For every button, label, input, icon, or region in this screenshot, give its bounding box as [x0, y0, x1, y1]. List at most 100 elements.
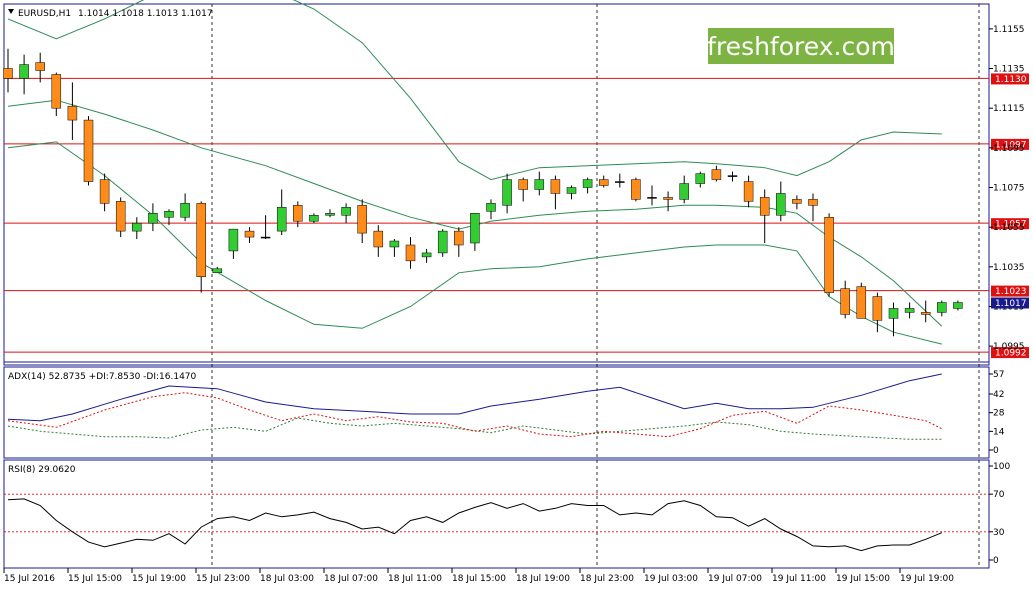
time-tick-label: 19 Jul 07:00: [708, 574, 762, 584]
current-price-label: 1.1017: [995, 299, 1027, 309]
candle-body: [51, 74, 62, 109]
candle: [293, 201, 303, 228]
candle-body: [180, 203, 190, 218]
adx-label: ADX(14) 52.8735 +DI:7.8530 -DI:16.1470: [8, 372, 197, 382]
candle-body: [454, 230, 464, 246]
candle: [695, 171, 706, 188]
bollinger-upper-line: [7, 0, 942, 181]
candle-body: [260, 236, 271, 239]
price-tick-label: 1.1155: [993, 25, 1025, 35]
level-tag: [991, 138, 1029, 150]
time-tick-label: 15 Jul 23:00: [196, 574, 250, 584]
candle: [743, 175, 754, 208]
candle: [872, 292, 883, 333]
candle-body: [792, 199, 802, 204]
price-plot: [3, 0, 989, 353]
candle: [228, 228, 239, 259]
candle-body: [534, 179, 545, 190]
candle-body: [325, 213, 335, 216]
time-tick-label: 15 Jul 19:00: [132, 574, 186, 584]
adx-line: [7, 373, 942, 422]
candle: [421, 248, 432, 263]
candle: [373, 225, 384, 257]
session-separators: [211, 4, 980, 568]
candle: [486, 199, 496, 220]
candle-body: [196, 203, 206, 277]
time-tick-label: 15 Jul 15:00: [68, 574, 122, 584]
candle-body: [727, 175, 738, 177]
candle-body: [3, 68, 13, 79]
logo-text: freshforex.com: [707, 32, 895, 61]
price-tick-label: 1.0995: [993, 342, 1025, 352]
candle-body: [582, 179, 593, 188]
candle-body: [776, 193, 786, 216]
candle-body: [888, 308, 899, 319]
adx-tick-label: 14: [993, 427, 1005, 437]
candle-body: [293, 205, 303, 222]
price-axis: 1.1130 1.1097 1.1057 1.1023 1.0992 1.1155 1.11…: [989, 25, 1029, 359]
candle: [357, 199, 367, 244]
price-tick-label: 1.1135: [993, 65, 1025, 75]
candle: [35, 52, 45, 83]
candle-body: [904, 308, 915, 313]
candle: [3, 48, 13, 93]
candle: [51, 72, 62, 117]
candle-body: [212, 268, 223, 274]
dropdown-triangle-icon[interactable]: [8, 9, 14, 14]
time-tick-label: 19 Jul 15:00: [836, 574, 890, 584]
ohlc-values: 1.1014 1.1018 1.1013 1.1017: [78, 9, 213, 19]
candle-body: [937, 302, 947, 313]
candle: [937, 300, 947, 317]
candle: [276, 189, 287, 236]
candle: [663, 191, 673, 212]
candle: [920, 300, 931, 323]
candle: [759, 189, 770, 244]
candle-body: [502, 179, 512, 206]
candle: [631, 177, 641, 202]
candle: [615, 173, 625, 188]
candle: [840, 280, 850, 319]
candle-body: [663, 197, 673, 200]
candle: [260, 215, 271, 240]
adx-axis: 0 14 28 42 57: [989, 370, 1005, 456]
price-tick-label: 1.1055: [993, 223, 1025, 233]
candle-body: [486, 203, 496, 212]
level-tag-label: 1.0992: [995, 349, 1027, 359]
price-tick-label: 1.1035: [993, 263, 1025, 273]
candle-body: [470, 213, 480, 244]
level-tag: [991, 347, 1029, 359]
candle: [808, 193, 818, 222]
time-tick-label: 18 Jul 07:00: [324, 574, 378, 584]
candle-body: [824, 216, 834, 293]
time-tick-label: 18 Jul 23:00: [580, 574, 634, 584]
candle-body: [566, 187, 577, 194]
candle: [67, 82, 78, 140]
candle: [99, 173, 110, 212]
candle: [405, 237, 416, 269]
candle-body: [953, 302, 963, 309]
time-tick-label: 18 Jul 19:00: [516, 574, 570, 584]
candle-body: [711, 169, 722, 180]
rsi-line: [7, 498, 942, 552]
candle: [953, 300, 963, 311]
candle-body: [228, 228, 239, 252]
candle: [244, 227, 255, 244]
candle-body: [35, 62, 45, 71]
candle-body: [373, 230, 384, 248]
candle-body: [421, 252, 432, 258]
current-price-tag: [991, 297, 1029, 309]
candle: [470, 213, 480, 251]
candle: [792, 195, 802, 210]
candle-body: [920, 312, 931, 315]
candle-body: [132, 222, 142, 232]
price-tick-label: 1.1095: [993, 144, 1025, 154]
candle: [325, 209, 335, 218]
rsi-label: RSI(8) 29.0620: [8, 465, 76, 475]
time-tick-label: 18 Jul 11:00: [388, 574, 442, 584]
candle: [711, 165, 722, 182]
candle: [518, 177, 528, 202]
bollinger-lower-line: [7, 141, 942, 345]
rsi-plot: [4, 493, 989, 552]
time-tick-label: 19 Jul 19:00: [900, 574, 954, 584]
